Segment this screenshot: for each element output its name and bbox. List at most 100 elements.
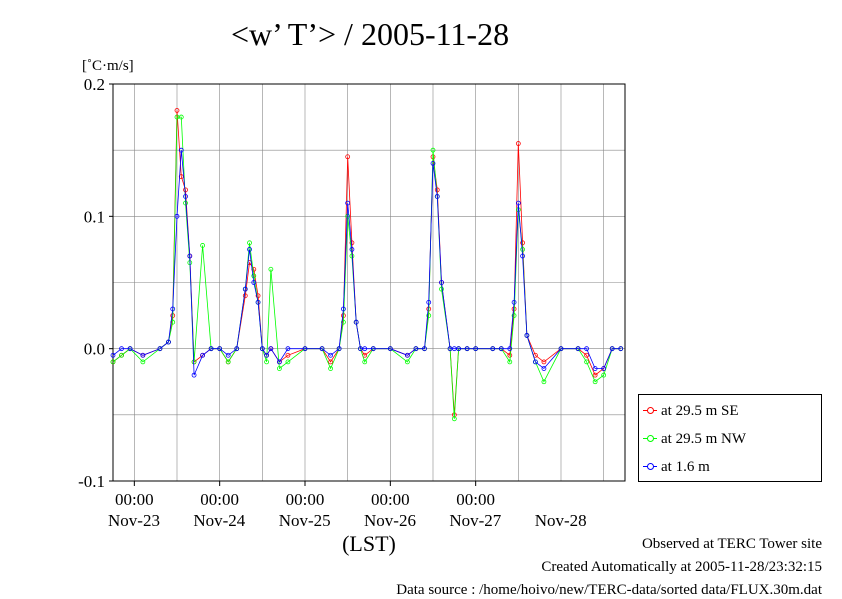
y-tick-label: -0.1 bbox=[78, 472, 105, 491]
data-point bbox=[264, 359, 270, 365]
footer-site: Observed at TERC Tower site bbox=[641, 536, 822, 552]
data-point bbox=[174, 108, 180, 113]
data-point bbox=[601, 372, 607, 378]
data-point bbox=[255, 293, 261, 299]
data-point bbox=[183, 187, 188, 193]
data-point bbox=[515, 200, 521, 206]
data-point bbox=[276, 366, 282, 371]
data-point bbox=[592, 372, 598, 378]
data-point bbox=[157, 346, 163, 352]
data-point bbox=[264, 352, 270, 358]
data-point bbox=[234, 346, 240, 352]
y-tick-labels: 0.2 0.1 0.0 -0.1 bbox=[78, 75, 113, 491]
data-point bbox=[110, 352, 116, 358]
x-date-label: Nov-26 bbox=[364, 511, 416, 530]
chart-title: <w’ T’> / 2005-11-28 bbox=[231, 16, 509, 52]
data-point bbox=[302, 346, 308, 352]
plot-frame bbox=[112, 83, 626, 482]
data-point bbox=[533, 359, 538, 365]
data-point bbox=[345, 154, 351, 160]
data-point bbox=[242, 286, 248, 292]
data-point bbox=[285, 346, 291, 352]
data-point bbox=[247, 247, 252, 252]
data-point bbox=[345, 213, 351, 219]
data-point bbox=[507, 352, 513, 358]
data-point bbox=[430, 160, 436, 166]
data-point bbox=[119, 352, 124, 358]
data-point bbox=[200, 243, 206, 248]
legend-item-29-5m-se: at 29.5 m SE bbox=[643, 401, 739, 421]
data-point bbox=[362, 346, 368, 352]
x-date-label: Nov-23 bbox=[108, 511, 160, 530]
series-group bbox=[110, 108, 624, 422]
x-time-label: 00:00 bbox=[200, 490, 239, 509]
data-point bbox=[268, 346, 274, 352]
data-point bbox=[170, 306, 176, 312]
data-point bbox=[520, 253, 525, 259]
data-point bbox=[225, 359, 231, 365]
data-point bbox=[387, 346, 393, 352]
data-point bbox=[498, 346, 504, 352]
data-point bbox=[511, 313, 517, 318]
data-point bbox=[541, 379, 547, 385]
data-point bbox=[524, 333, 530, 338]
x-time-label: 00:00 bbox=[286, 490, 325, 509]
data-point bbox=[426, 299, 432, 305]
data-point bbox=[439, 286, 444, 292]
data-point bbox=[110, 359, 116, 365]
series-line-0 bbox=[112, 110, 621, 415]
data-point bbox=[601, 366, 607, 371]
data-point bbox=[127, 346, 133, 352]
data-point bbox=[187, 253, 193, 259]
legend-swatch-blue bbox=[643, 457, 657, 477]
footer-source: Data source : /home/hoivo/new/TERC-data/… bbox=[396, 582, 822, 598]
y-tick-label: 0.0 bbox=[84, 340, 105, 359]
data-point bbox=[178, 114, 184, 120]
legend-swatch-green bbox=[643, 429, 657, 449]
data-point bbox=[353, 319, 359, 325]
legend-label: at 29.5 m SE bbox=[661, 403, 739, 419]
data-point bbox=[225, 352, 231, 358]
data-point bbox=[328, 359, 334, 365]
data-point bbox=[584, 346, 589, 352]
data-point bbox=[251, 273, 257, 279]
data-point bbox=[575, 346, 581, 352]
y-tick-label: 0.2 bbox=[84, 75, 105, 94]
data-point bbox=[140, 359, 146, 365]
legend-swatch-red bbox=[643, 401, 657, 421]
data-point bbox=[404, 352, 410, 358]
data-point bbox=[242, 293, 248, 299]
x-date-label: Nov-28 bbox=[535, 511, 587, 530]
x-date-label: Nov-25 bbox=[279, 511, 331, 530]
data-point bbox=[592, 379, 598, 385]
data-point bbox=[511, 299, 517, 305]
data-point bbox=[328, 352, 334, 358]
x-axis-label: (LST) bbox=[342, 531, 396, 556]
data-point bbox=[592, 366, 598, 371]
data-point bbox=[255, 299, 261, 305]
data-point bbox=[259, 346, 265, 352]
x-date-label: Nov-24 bbox=[193, 511, 245, 530]
y-tick-label: 0.1 bbox=[84, 207, 105, 226]
data-point bbox=[584, 352, 589, 358]
data-point bbox=[404, 359, 410, 365]
x-tick-labels: 00:00 00:00 00:00 00:00 00:00 Nov-23 Nov-24 Nov… bbox=[108, 481, 587, 530]
data-point bbox=[520, 240, 525, 246]
footer-created: Created Automatically at 2005-11-28/23:3… bbox=[541, 559, 822, 575]
data-point bbox=[618, 346, 624, 352]
data-point bbox=[247, 240, 252, 246]
data-point bbox=[336, 346, 342, 352]
grid-lines bbox=[113, 83, 625, 482]
data-point bbox=[507, 346, 513, 352]
data-point bbox=[426, 313, 432, 318]
data-point bbox=[166, 339, 171, 345]
series-line-2 bbox=[112, 150, 621, 376]
series-line-1 bbox=[112, 116, 621, 419]
data-point bbox=[178, 147, 184, 153]
data-point bbox=[413, 346, 419, 352]
data-point bbox=[340, 306, 346, 312]
data-point bbox=[507, 359, 513, 365]
data-point bbox=[174, 213, 180, 219]
data-point bbox=[191, 372, 197, 378]
data-point bbox=[285, 352, 291, 358]
